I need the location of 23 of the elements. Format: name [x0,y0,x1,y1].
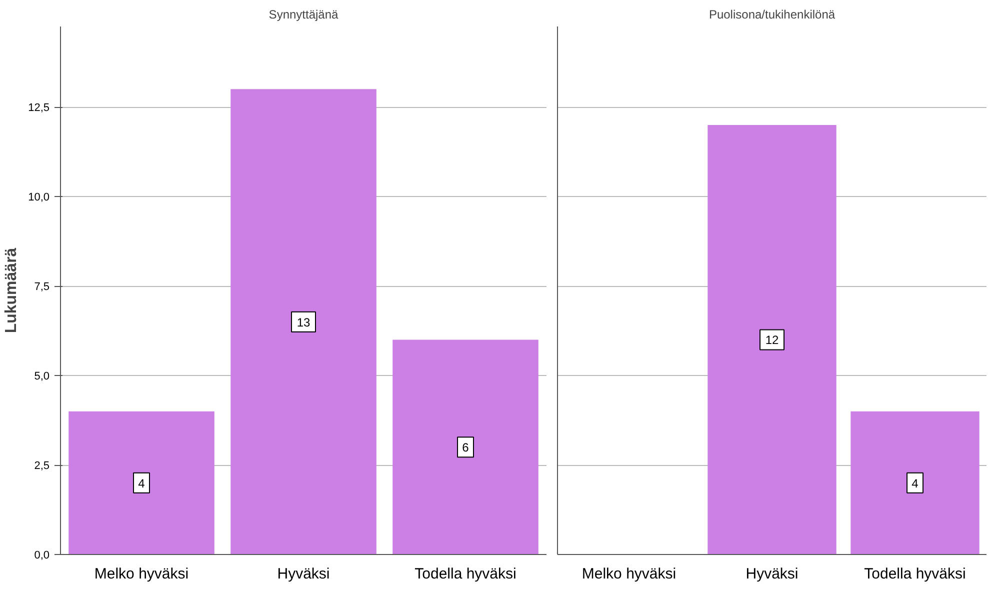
data-label: 13 [296,315,310,330]
x-tick-label: Melko hyväksi [94,566,189,582]
x-tick-label: Hyväksi [746,566,798,582]
y-axis-title: Lukumäärä [3,248,20,334]
data-label: 6 [462,440,470,455]
x-tick-label: Todella hyväksi [414,566,516,582]
y-tick-label: 5,0 [34,370,50,383]
x-tick-label: Melko hyväksi [582,566,676,582]
y-tick-label: 0,0 [34,550,50,562]
x-tick-label: Todella hyväksi [864,566,966,582]
chart-title: Puolisona/tukihenkilönä [708,8,836,22]
data-label: 4 [912,476,919,490]
y-tick-label: 7,5 [34,281,50,294]
data-label: 4 [138,476,146,490]
chart-title: Synnyttäjänä [268,8,339,22]
bar [230,89,376,554]
bar [392,340,538,554]
bar [68,411,214,554]
x-tick-label: Hyväksi [277,566,330,582]
data-label: 12 [765,333,779,348]
y-tick-label: 2,5 [34,460,50,472]
y-tick-label: 12,5 [28,102,50,114]
y-tick-label: 10,0 [28,192,50,204]
